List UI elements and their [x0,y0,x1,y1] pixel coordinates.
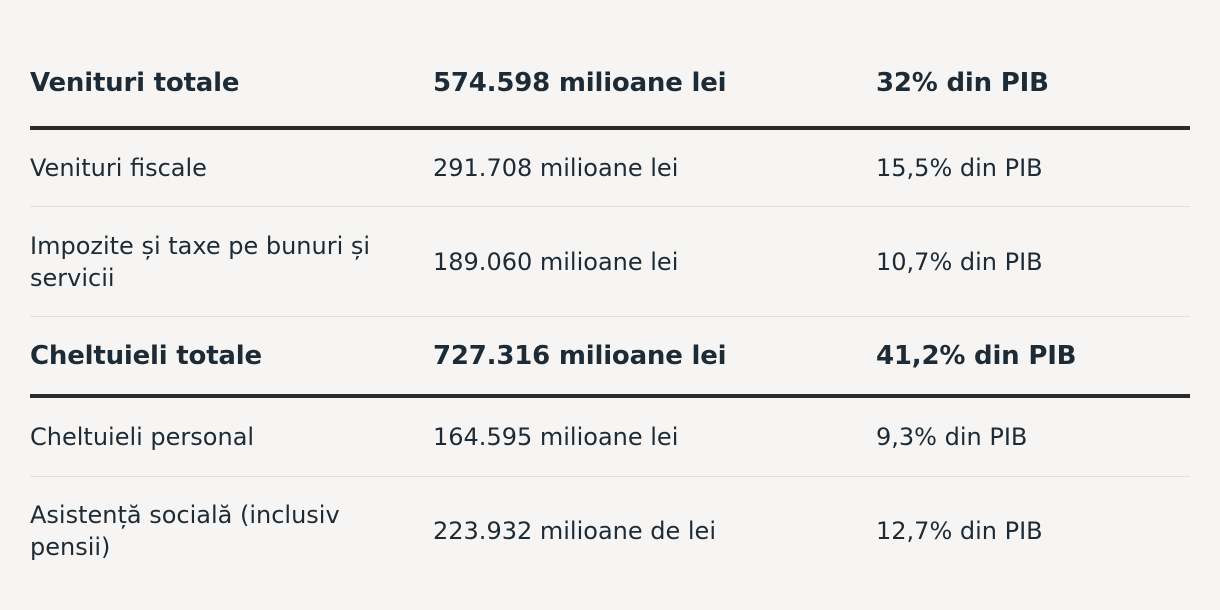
table-row: Cheltuieli personal 164.595 milioane lei… [30,398,1190,477]
row-label: Asistență socială (inclusiv pensii) [30,501,340,561]
row-value: 727.316 milioane lei [433,340,727,371]
row-share: 32% din PIB [876,68,1049,98]
table-row: Impozite și taxe pe bunuri și servicii 1… [30,207,1190,317]
row-share: 15,5% din PIB [876,154,1043,182]
row-value: 291.708 milioane lei [433,154,679,182]
row-share: 41,2% din PIB [876,340,1077,371]
row-share: 12,7% din PIB [876,517,1043,545]
row-value: 164.595 milioane lei [433,423,679,451]
row-label: Venituri fiscale [30,154,207,182]
table-row: Venituri fiscale 291.708 milioane lei 15… [30,130,1190,207]
table-row: Asistență socială (inclusiv pensii) 223.… [30,477,1190,585]
table-row-header: Cheltuieli totale 727.316 milioane lei 4… [30,317,1190,398]
row-share: 10,7% din PIB [876,247,1043,276]
row-label: Cheltuieli personal [30,423,255,451]
row-value: 574.598 milioane lei [433,68,727,98]
row-label: Impozite și taxe pe bunuri și servicii [30,231,371,292]
row-label: Venituri totale [30,68,240,98]
row-label: Cheltuieli totale [30,340,262,371]
row-share: 9,3% din PIB [876,423,1028,451]
table-row-header: Venituri totale 574.598 milioane lei 32%… [30,40,1190,130]
budget-table: Venituri totale 574.598 milioane lei 32%… [30,40,1190,585]
row-value: 189.060 milioane lei [433,247,679,276]
row-value: 223.932 milioane de lei [433,517,716,545]
